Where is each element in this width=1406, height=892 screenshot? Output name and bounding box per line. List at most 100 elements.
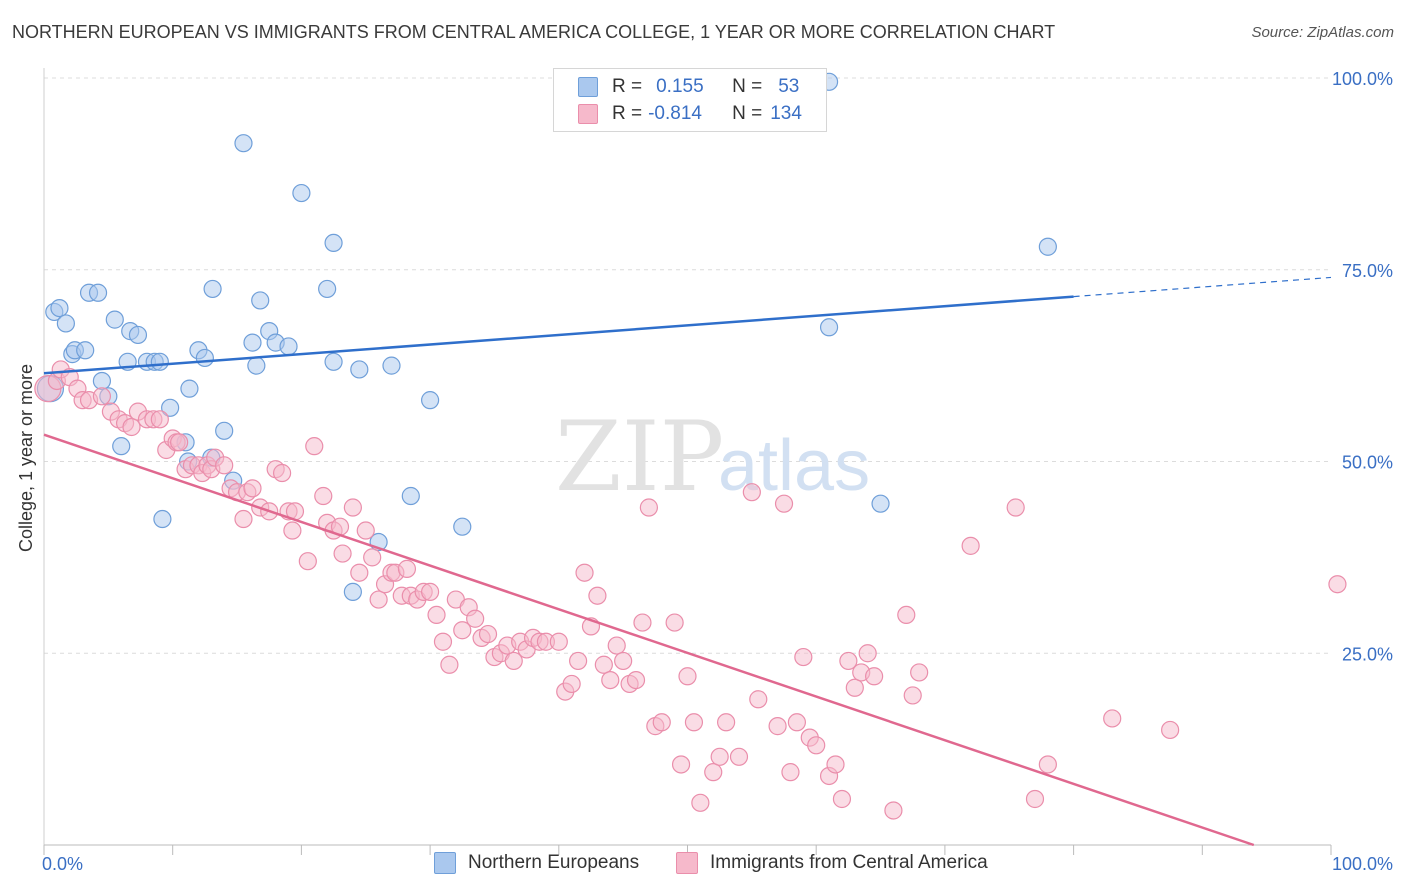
data-point bbox=[607, 636, 626, 655]
watermark-zip: ZIP bbox=[555, 401, 724, 513]
n-label: N = bbox=[732, 103, 763, 124]
data-point bbox=[272, 463, 292, 483]
data-point bbox=[575, 563, 594, 582]
series-northern-europeans bbox=[36, 72, 1057, 601]
data-point bbox=[614, 651, 633, 671]
data-point bbox=[1328, 575, 1347, 594]
stats-legend-row-blue: R = 0.155 N = 53 bbox=[578, 75, 799, 99]
data-point bbox=[243, 333, 262, 352]
n-value: 134 bbox=[770, 103, 802, 124]
legend-label: Immigrants from Central America bbox=[710, 852, 988, 873]
data-point bbox=[794, 647, 813, 667]
data-point bbox=[562, 674, 581, 694]
n-value: 53 bbox=[778, 76, 800, 97]
data-point bbox=[298, 552, 317, 571]
data-point bbox=[105, 310, 124, 329]
data-point bbox=[910, 663, 929, 682]
data-point bbox=[215, 456, 234, 475]
n-label: N = bbox=[732, 76, 763, 97]
tick-labels: 25.0% 50.0% 75.0% 100.0% 0.0% 100.0% bbox=[42, 69, 1393, 874]
data-point bbox=[742, 483, 761, 502]
data-point bbox=[639, 498, 658, 517]
r-value: 0.155 bbox=[656, 76, 704, 97]
data-point bbox=[807, 736, 826, 755]
data-point bbox=[401, 486, 420, 506]
data-point bbox=[832, 789, 852, 809]
data-point bbox=[1006, 498, 1025, 517]
data-point bbox=[671, 755, 691, 774]
data-point bbox=[768, 717, 787, 736]
data-point bbox=[626, 670, 646, 690]
legend-label: Northern Europeans bbox=[468, 852, 640, 873]
data-point bbox=[421, 391, 440, 410]
data-point bbox=[243, 479, 262, 498]
data-point bbox=[691, 793, 710, 812]
data-point bbox=[76, 341, 95, 360]
data-point bbox=[588, 586, 607, 605]
data-point bbox=[549, 632, 568, 651]
data-point bbox=[427, 605, 446, 625]
data-point bbox=[884, 801, 903, 820]
data-point bbox=[504, 651, 523, 671]
data-point bbox=[839, 651, 858, 671]
y-tick-label-2: 75.0% bbox=[1342, 261, 1393, 281]
data-point bbox=[440, 655, 459, 674]
legend-item-northern-europeans: Northern Europeans bbox=[434, 852, 639, 874]
data-point bbox=[781, 763, 800, 782]
data-point bbox=[453, 621, 472, 640]
trend-line-immigrants-central-america bbox=[43, 433, 1255, 847]
data-point bbox=[845, 678, 864, 697]
data-point bbox=[234, 134, 253, 153]
data-point bbox=[318, 279, 337, 299]
data-point bbox=[1103, 709, 1122, 728]
data-point bbox=[397, 559, 417, 578]
data-point bbox=[180, 379, 199, 398]
data-point bbox=[56, 314, 75, 333]
data-point bbox=[247, 356, 266, 375]
data-point bbox=[684, 713, 704, 732]
data-point bbox=[195, 348, 214, 368]
data-point bbox=[343, 582, 362, 601]
data-point bbox=[594, 655, 613, 674]
blue-swatch bbox=[578, 77, 598, 97]
data-point bbox=[865, 667, 884, 686]
data-point bbox=[251, 291, 270, 310]
data-point bbox=[150, 352, 169, 371]
y-tick-label-0: 25.0% bbox=[1342, 644, 1393, 664]
data-point bbox=[729, 747, 749, 766]
x-tick-label-0: 0.0% bbox=[42, 854, 83, 874]
data-point bbox=[466, 609, 485, 628]
data-point bbox=[433, 632, 453, 651]
data-point bbox=[1038, 755, 1057, 774]
data-point bbox=[678, 667, 697, 686]
data-point bbox=[665, 613, 684, 632]
data-point bbox=[215, 421, 234, 440]
data-point bbox=[170, 433, 189, 452]
series-legend: Northern Europeans Immigrants from Centr… bbox=[0, 852, 1406, 876]
r-value: -0.814 bbox=[648, 103, 702, 124]
data-point bbox=[601, 670, 620, 690]
x-tick-label-1: 100.0% bbox=[1332, 854, 1393, 874]
stats-legend: R = 0.155 N = 53 R = -0.814 N = 134 bbox=[553, 68, 827, 132]
legend-swatch-pink bbox=[676, 852, 698, 874]
watermark-atlas: atlas bbox=[718, 426, 870, 506]
r-label: R = bbox=[612, 76, 643, 97]
data-point bbox=[333, 544, 352, 563]
data-point bbox=[283, 521, 302, 540]
data-point bbox=[112, 437, 131, 456]
y-tick-label-3: 100.0% bbox=[1332, 69, 1393, 89]
data-point bbox=[897, 605, 916, 625]
data-point bbox=[279, 337, 298, 356]
data-point bbox=[153, 509, 172, 529]
data-point bbox=[343, 498, 362, 517]
data-point bbox=[819, 318, 839, 337]
data-point bbox=[324, 352, 343, 371]
stats-legend-row-pink: R = -0.814 N = 134 bbox=[578, 102, 802, 126]
y-tick-label-1: 50.0% bbox=[1342, 453, 1393, 473]
data-point bbox=[150, 410, 169, 429]
data-point bbox=[161, 398, 180, 417]
data-point bbox=[128, 325, 148, 345]
data-point bbox=[710, 747, 729, 766]
data-point bbox=[350, 360, 369, 379]
data-point bbox=[871, 494, 890, 513]
